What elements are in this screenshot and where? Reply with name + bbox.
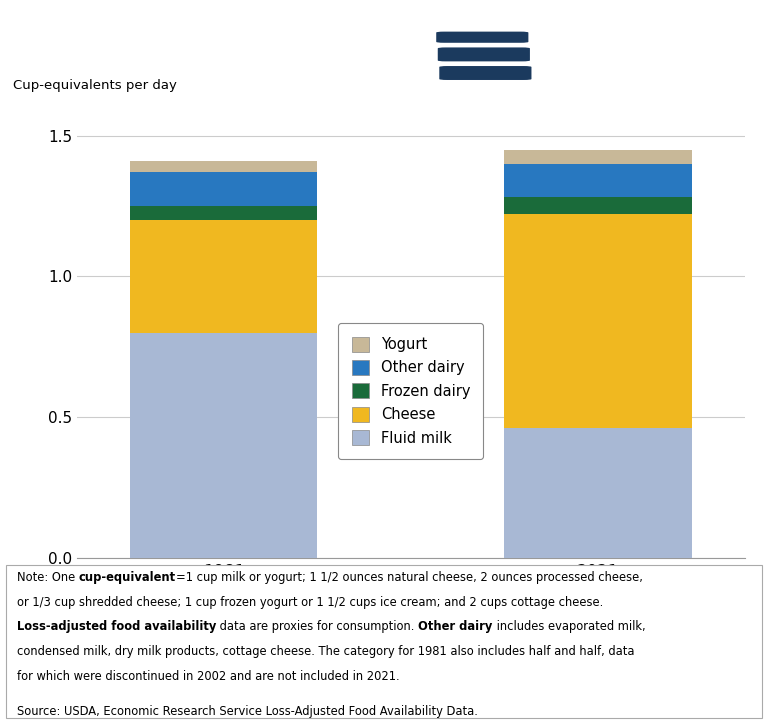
Text: condensed milk, dry milk products, cottage cheese. The category for 1981 also in: condensed milk, dry milk products, cotta… — [17, 645, 634, 658]
Text: data are proxies for consumption.: data are proxies for consumption. — [217, 621, 419, 634]
Bar — [505, 428, 691, 558]
Text: =1 cup milk or yogurt; 1 1/2 ounces natural cheese, 2 ounces processed cheese,: =1 cup milk or yogurt; 1 1/2 ounces natu… — [176, 571, 643, 584]
Bar — [131, 206, 317, 220]
Bar — [505, 198, 691, 214]
Legend: Yogurt, Other dairy, Frozen dairy, Cheese, Fluid milk: Yogurt, Other dairy, Frozen dairy, Chees… — [339, 324, 483, 459]
Text: Economic Research Service: Economic Research Service — [580, 23, 768, 36]
Text: Note: One: Note: One — [17, 571, 79, 584]
FancyBboxPatch shape — [438, 48, 530, 61]
Bar — [505, 214, 691, 428]
Bar — [442, 11, 530, 82]
Text: U.S. per capita loss-adjusted availability: U.S. per capita loss-adjusted availabili… — [14, 19, 423, 37]
Text: Cup-equivalents per day: Cup-equivalents per day — [13, 79, 177, 92]
Bar — [131, 161, 317, 172]
Bar — [131, 332, 317, 558]
FancyBboxPatch shape — [439, 66, 531, 80]
Text: cup-equivalent: cup-equivalent — [79, 571, 176, 584]
Text: includes evaporated milk,: includes evaporated milk, — [492, 621, 645, 634]
Text: for which were discontinued in 2002 and are not included in 2021.: for which were discontinued in 2002 and … — [17, 670, 399, 683]
Bar — [131, 220, 317, 332]
Text: Source: USDA, Economic Research Service Loss-Adjusted Food Availability Data.: Source: USDA, Economic Research Service … — [17, 704, 478, 717]
FancyBboxPatch shape — [436, 32, 528, 43]
Text: of dairy products, 1981 and 2021: of dairy products, 1981 and 2021 — [14, 61, 350, 79]
Text: or 1/3 cup shredded cheese; 1 cup frozen yogurt or 1 1/2 cups ice cream; and 2 c: or 1/3 cup shredded cheese; 1 cup frozen… — [17, 596, 603, 609]
Text: Other dairy: Other dairy — [419, 621, 492, 634]
Text: U.S. DEPARTMENT OF AGRICULTURE: U.S. DEPARTMENT OF AGRICULTURE — [538, 61, 680, 70]
Text: Loss-adjusted food availability: Loss-adjusted food availability — [17, 621, 217, 634]
Bar — [505, 164, 691, 198]
Text: USDA: USDA — [538, 20, 597, 39]
Bar — [131, 172, 317, 206]
Bar — [505, 150, 691, 164]
